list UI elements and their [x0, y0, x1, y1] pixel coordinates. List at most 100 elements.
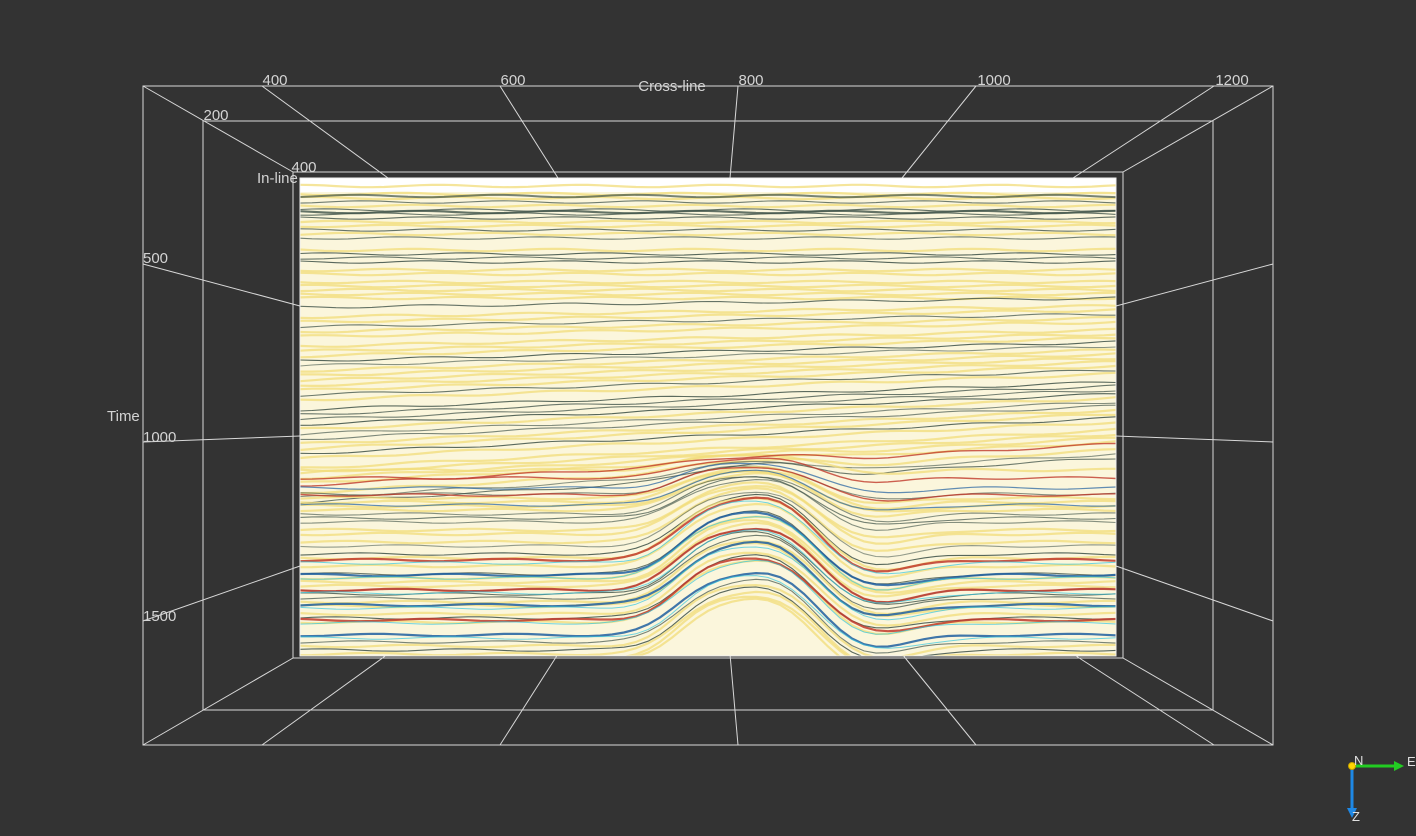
seismic-reflector: [300, 369, 1116, 397]
seismic-reflector: [300, 469, 1116, 511]
corner-edge: [1122, 85, 1274, 173]
seismic-reflector: [300, 408, 1116, 444]
seismic-reflector: [300, 279, 1116, 285]
seismic-reflector: [300, 481, 1116, 539]
time-grid-1000-left: [142, 435, 301, 443]
gizmo-east-arrowhead: [1394, 761, 1404, 771]
outer-box-frame: [142, 85, 1274, 746]
time-axis-title: Time: [107, 408, 140, 425]
time-tick-label-1500: 1500: [143, 608, 176, 625]
crossline-grid-800-bottom: [729, 653, 739, 746]
time-grid-500-left: [142, 263, 301, 307]
time-tick-label-1000: 1000: [143, 429, 176, 446]
seismic-reflector: [300, 304, 1116, 320]
seismic-reflector: [300, 511, 1116, 587]
crossline-tick-label-1000: 1000: [977, 72, 1010, 89]
seismic-reflector: [300, 212, 1116, 216]
seismic-section-border: [299, 177, 1117, 657]
crossline-tick-label-600: 600: [500, 72, 525, 89]
seismic-reflector: [300, 521, 1116, 598]
seismic-reflector: [300, 209, 1116, 215]
seismic-reflector: [300, 546, 1116, 621]
seismic-reflector: [300, 193, 1116, 199]
seismic-reflector: [300, 476, 1116, 523]
seismic-reflector: [300, 320, 1116, 338]
seismic-reflector: [300, 529, 1116, 604]
seismic-reflector: [300, 466, 1116, 502]
seismic-reflector: [300, 360, 1116, 387]
seismic-reflector: [300, 203, 1116, 209]
seismic-reflector: [300, 291, 1116, 297]
crossline-tick-label-400: 400: [262, 72, 287, 89]
seismic-reflector: [300, 433, 1116, 475]
seismic-reflector: [300, 313, 1116, 329]
seismic-reflector: [300, 390, 1116, 421]
orientation-gizmo[interactable]: N E Z: [1347, 753, 1416, 824]
seismic-reflector: [300, 296, 1116, 309]
seismic-reflector: [300, 352, 1116, 377]
crossline-grid-600-top: [499, 85, 559, 179]
seismic-reflector: [300, 487, 1116, 552]
inline-tick-label-400: 400: [291, 159, 316, 176]
corner-edge: [1122, 657, 1274, 746]
seismic-reflector: [300, 340, 1116, 362]
seismic-reflector: [300, 315, 1116, 334]
axis-labels: 400 600 800 1000 1200 Cross-line 200 400…: [107, 72, 1249, 625]
inline-axis-title: In-line: [257, 170, 298, 187]
corner-edge: [142, 85, 294, 173]
gizmo-down-arrowhead: [1347, 808, 1357, 818]
seismic-reflector: [300, 551, 1116, 627]
crossline-grid-1200-bottom: [1072, 653, 1215, 746]
time-gridlines: [142, 263, 1274, 622]
seismic-reflector: [300, 283, 1116, 289]
seismic-reflector: [300, 219, 1116, 225]
seismic-background: [300, 178, 1116, 656]
crossline-grid-600-bottom: [499, 653, 559, 746]
seismic-reflector: [300, 402, 1116, 436]
seismic-reflector: [300, 191, 1116, 197]
seismic-reflector: [300, 559, 1116, 635]
seismic-reflector: [405, 595, 1116, 656]
seismic-reflector: [300, 479, 1116, 531]
seismic-reflector: [300, 448, 1116, 495]
seismic-reflector: [300, 228, 1116, 232]
seismic-reflector: [300, 267, 1116, 273]
crossline-tick-label-1200: 1200: [1215, 72, 1248, 89]
gizmo-north-dot: [1348, 762, 1356, 770]
seismic-reflector: [300, 327, 1116, 348]
seismic-section[interactable]: [300, 178, 1116, 672]
time-grid-500-right: [1115, 263, 1274, 307]
seismic-reflector: [300, 271, 1116, 277]
seismic-reflector: [300, 396, 1116, 430]
seismic-reflector: [300, 484, 1116, 545]
crossline-tick-label-800: 800: [738, 72, 763, 89]
gizmo-down-label: Z: [1352, 809, 1360, 824]
seismic-reflector: [300, 308, 1116, 324]
mid-box-frame: [202, 120, 1214, 711]
seismic-reflector: [300, 252, 1116, 256]
seismic-reflector: [300, 200, 1116, 204]
seismic-reflector: [300, 421, 1116, 460]
seismic-reflector: [300, 384, 1116, 415]
seismic-reflector: [300, 348, 1116, 373]
seismic-reflector: [300, 476, 1116, 525]
bounding-box: [142, 85, 1274, 746]
seismic-reflector: [300, 457, 1116, 484]
crossline-gridlines: [261, 85, 1215, 746]
seismic-reflector: [300, 223, 1116, 229]
seismic-reflector: [300, 247, 1116, 253]
inner-box-frame: [292, 171, 1124, 659]
seismic-reflectors: [300, 183, 1116, 656]
seismic-reflector: [300, 427, 1116, 469]
seismic-reflector: [300, 516, 1116, 591]
crossline-grid-400-bottom: [261, 653, 389, 746]
seismic-reflector: [300, 231, 1116, 237]
seismic-reflector: [300, 183, 1116, 189]
seismic-reflector: [300, 287, 1116, 293]
seismic-reflector: [300, 578, 1116, 654]
gizmo-north-label: N: [1354, 753, 1363, 768]
seismic-reflector: [300, 260, 1116, 264]
seismic-reflector: [300, 333, 1116, 352]
